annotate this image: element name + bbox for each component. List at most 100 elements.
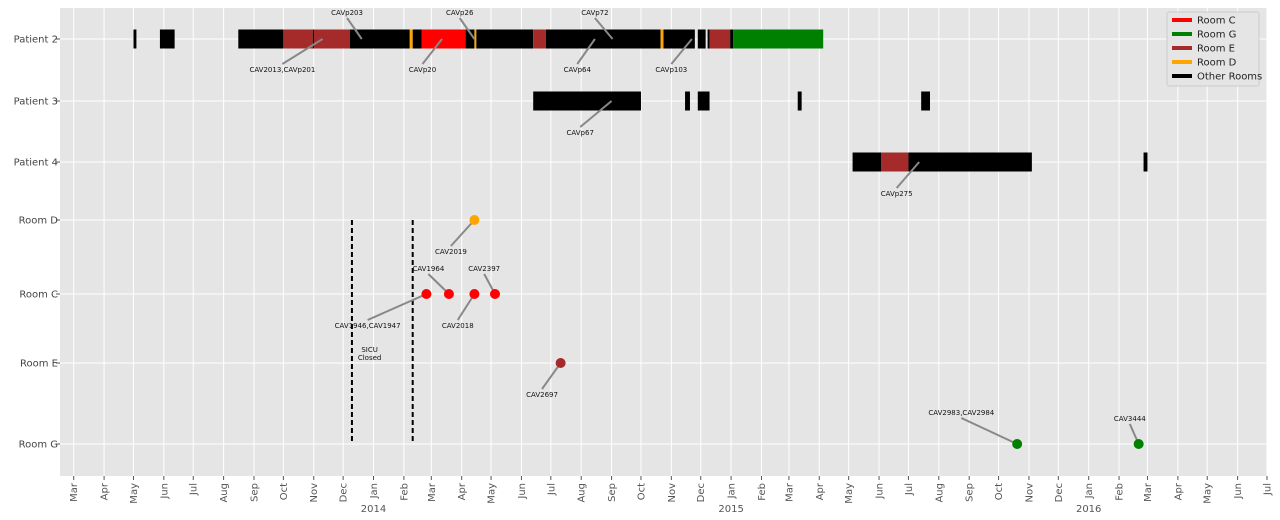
x-tick-label: Jan — [727, 483, 738, 499]
annotation-label: CAV1946,CAV1947 — [335, 322, 401, 330]
x-tick-label: May — [1203, 483, 1214, 504]
legend-label-room-e: Room E — [1197, 44, 1235, 55]
annotation-label: CAVp203 — [331, 9, 363, 17]
annotation-arrow — [421, 38, 443, 65]
x-year-label: 2014 — [361, 504, 386, 515]
stay-bar-patient-3-other-rooms — [921, 91, 930, 111]
x-tick-label: May — [487, 483, 498, 504]
annotations: CAVp203 CAV2013,CAVp201 CAVp26 CAVp20 CAVp72… — [249, 9, 1146, 445]
stay-bar-patient-2-other-rooms — [465, 29, 475, 49]
x-tick-label: Sep — [607, 483, 618, 502]
annotation-arrow — [594, 17, 614, 40]
gridlines — [60, 8, 1268, 476]
stay-bar-patient-2-other-rooms — [730, 29, 734, 49]
y-tick-label: Room E — [20, 359, 58, 370]
stay-bar-patient-2-room-c — [421, 29, 466, 49]
stay-bar-patient-2-other-rooms — [349, 29, 410, 49]
event-point-room-g — [1012, 439, 1023, 449]
y-tick-label: Patient 3 — [14, 97, 58, 108]
stay-bar-patient-4-room-e — [880, 152, 909, 172]
stay-bar-patient-2-room-g — [733, 29, 824, 49]
stay-bar-patient-2-room-e — [709, 29, 731, 49]
closure-lines — [350, 220, 414, 444]
event-point-room-c — [489, 289, 500, 299]
legend-label-room-d: Room D — [1197, 58, 1237, 69]
legend-box — [1166, 11, 1260, 87]
annotation-arrow — [456, 293, 476, 321]
annotation-arrow — [670, 38, 693, 65]
x-tick-label: Jul — [189, 483, 200, 496]
annotation-label: CAV2019 — [435, 248, 467, 256]
event-point-room-g — [1133, 439, 1144, 449]
annotation-label: CAVp72 — [581, 9, 608, 17]
x-tick-label: Jul — [904, 483, 915, 496]
stay-bar-patient-2-other-rooms — [697, 29, 706, 49]
x-tick-label: Jun — [875, 483, 886, 500]
stay-bar-patient-2-other-rooms — [545, 29, 661, 49]
note-text: SICU — [361, 346, 378, 354]
y-tick-label: Room D — [19, 216, 59, 227]
event-point-room-d — [469, 215, 480, 225]
stay-bar-patient-2-room-e — [283, 29, 313, 49]
stay-bar-patient-2-room-d — [409, 29, 413, 49]
event-point-room-e — [555, 358, 566, 368]
annotation-label: CAV2697 — [526, 391, 558, 399]
stay-bar-patient-3-other-rooms — [685, 91, 690, 111]
stay-bar-patient-2-room-e — [533, 29, 546, 49]
stay-bar-patient-2-room-d — [660, 29, 664, 49]
x-tick-label: Mar — [69, 482, 80, 502]
x-axis: Mar Apr May Jun Jul Aug Sep Oct Nov Dec Jan Feb Mar A… — [69, 476, 1274, 515]
x-tick-label: Jul — [1263, 483, 1274, 496]
stay-bar-patient-3-other-rooms — [797, 91, 802, 111]
x-tick-label: Feb — [1115, 483, 1126, 501]
annotation-label: CAV3444 — [1114, 415, 1146, 423]
annotation-label: CAV2397 — [468, 265, 500, 273]
x-tick-label: Feb — [399, 483, 410, 501]
stay-bar-patient-2-other-rooms — [159, 29, 175, 49]
annotation-arrow — [450, 219, 476, 247]
x-tick-label: Dec — [696, 483, 707, 502]
annotation-label: CAVp67 — [567, 129, 594, 137]
stay-bar-patient-2-other-rooms — [133, 29, 137, 49]
stay-bar-patient-2-room-d — [474, 29, 477, 49]
legend: Room C Room G Room E Room D Other Rooms — [1166, 11, 1262, 87]
annotation-label: CAVp26 — [446, 9, 474, 17]
x-tick-label: Mar — [1143, 482, 1154, 502]
annotation-label: CAV2983,CAV2984 — [928, 409, 994, 417]
annotation-arrow — [576, 38, 596, 65]
event-point-room-c — [443, 289, 454, 299]
annotation-label: CAVp20 — [409, 66, 436, 74]
stay-bar-patient-4-other-rooms — [1143, 152, 1148, 172]
annotation-label: CAVp275 — [881, 190, 913, 198]
x-year-label: 2015 — [718, 504, 743, 515]
event-points — [421, 215, 1144, 449]
x-tick-label: Apr — [457, 482, 468, 500]
annotation-label: CAV2018 — [442, 322, 474, 330]
x-tick-label: Aug — [577, 483, 588, 503]
annotation-arrow — [895, 161, 920, 189]
legend-label-room-c: Room C — [1197, 16, 1236, 27]
x-tick-label: Jan — [369, 483, 380, 499]
x-year-label: 2016 — [1076, 504, 1101, 515]
x-tick-label: Oct — [994, 483, 1005, 500]
x-tick-label: Jul — [546, 483, 557, 496]
x-tick-label: Oct — [279, 483, 290, 500]
legend-label-other-rooms: Other Rooms — [1197, 72, 1262, 83]
x-tick-label: May — [844, 483, 855, 504]
x-tick-label: Sep — [249, 483, 260, 502]
annotation-arrow — [541, 362, 562, 390]
note-text: Closed — [358, 354, 382, 362]
x-tick-label: Dec — [1054, 483, 1065, 502]
x-tick-label: Aug — [219, 483, 230, 503]
x-tick-label: Feb — [757, 483, 768, 501]
x-tick-label: Nov — [667, 483, 678, 503]
stay-bar-patient-3-other-rooms — [533, 91, 641, 111]
plot-area — [60, 8, 1267, 476]
annotation-arrow — [960, 417, 1018, 445]
annotation-label: CAVp64 — [564, 66, 592, 74]
x-tick-label: Sep — [965, 483, 976, 502]
x-tick-label: May — [129, 483, 140, 504]
x-tick-label: Apr — [815, 482, 826, 500]
x-tick-label: Jun — [159, 483, 170, 500]
